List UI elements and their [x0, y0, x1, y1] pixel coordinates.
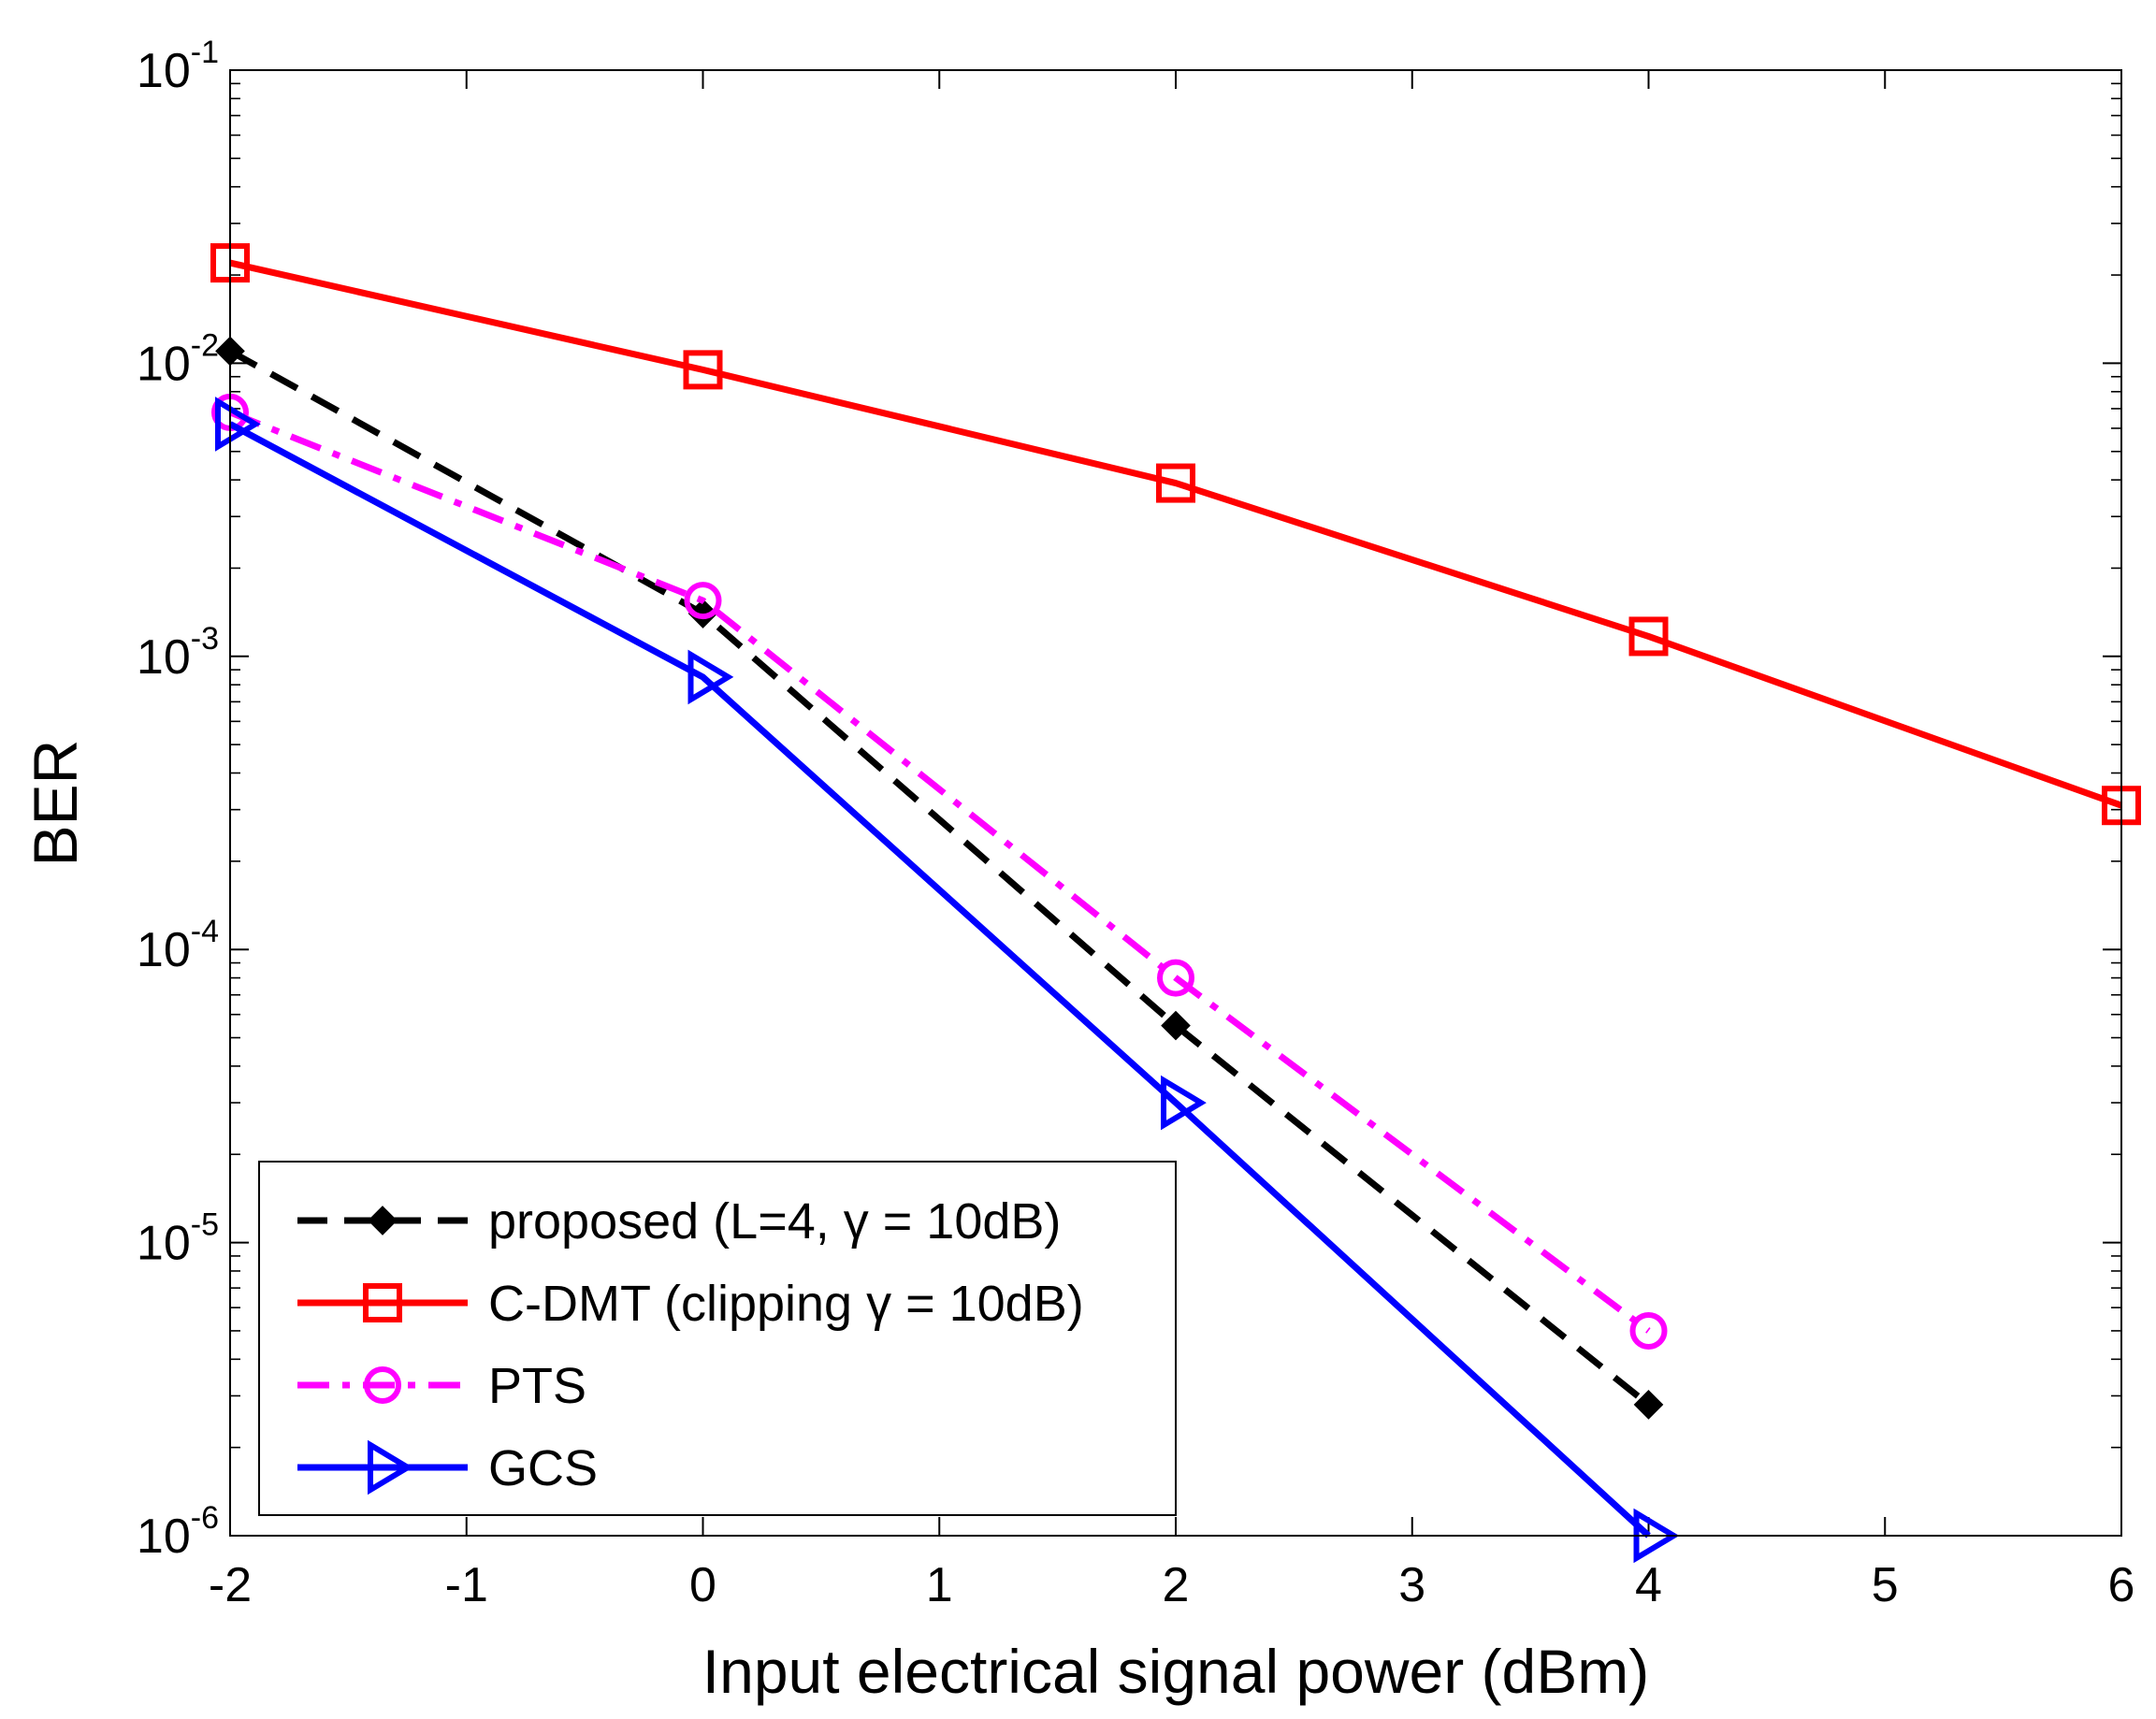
y-axis-label: BER: [21, 740, 90, 867]
x-tick-label: -2: [209, 1558, 252, 1612]
series-line: [229, 259, 2123, 809]
data-point: [684, 582, 722, 620]
x-tick-label: 4: [1635, 1558, 1662, 1612]
x-tick-label: 3: [1398, 1558, 1425, 1612]
y-tick-label: 10-4: [137, 914, 219, 977]
data-point: [1629, 1311, 1668, 1350]
x-tick-label: 1: [926, 1558, 953, 1612]
legend-label: GCS: [488, 1440, 598, 1496]
legend-entry: C-DMT (clipping γ = 10dB): [297, 1276, 1084, 1332]
legend-entry: PTS: [297, 1358, 586, 1414]
legend: proposed (L=4, γ = 10dB) C-DMT (clipping …: [258, 1161, 1177, 1516]
plot-frame: [229, 69, 2122, 1537]
series-layer: [210, 243, 2141, 1564]
legend-label: PTS: [488, 1358, 586, 1414]
data-point: [1157, 959, 1194, 997]
data-point: [1161, 1075, 1207, 1131]
data-point: [1633, 1390, 1664, 1420]
legend-entry: GCS: [297, 1439, 598, 1496]
x-tick-label: 5: [1872, 1558, 1899, 1612]
data-point: [1161, 1010, 1191, 1041]
legend-entry: proposed (L=4, γ = 10dB): [297, 1193, 1061, 1250]
x-tick-label: 6: [2108, 1558, 2135, 1612]
data-point: [683, 350, 723, 390]
data-point: [687, 649, 734, 705]
y-tick-label: 10-1: [137, 35, 219, 98]
y-tick-label: 10-2: [137, 327, 219, 391]
legend-marker: [368, 1206, 398, 1235]
x-tick-label: -1: [445, 1558, 488, 1612]
legend-marker: [364, 1366, 401, 1404]
x-tick-label: 0: [689, 1558, 716, 1612]
data-point: [687, 599, 718, 628]
series-line: [228, 421, 1651, 1538]
data-point: [1156, 463, 1195, 503]
y-tick-label: 10-5: [137, 1207, 219, 1271]
x-axis-label: Input electrical signal power (dBm): [702, 1637, 1649, 1706]
legend-marker: [368, 1439, 413, 1495]
series-1: [215, 336, 1664, 1420]
legend-marker: [363, 1283, 402, 1322]
x-tick-label: 2: [1163, 1558, 1190, 1612]
legend-label: proposed (L=4, γ = 10dB): [488, 1193, 1061, 1250]
data-point: [1628, 616, 1669, 657]
series-line: [228, 348, 1651, 1408]
y-tick-label: 10-6: [137, 1500, 219, 1564]
legend-label: C-DMT (clipping γ = 10dB): [488, 1276, 1084, 1332]
data-point: [215, 397, 261, 452]
y-tick-label: 10-3: [137, 621, 219, 685]
tick-labels: -2 -1 0 1 2 3 4 5 6 10-1 10-2 10-3 10-4 10-5 10-6: [137, 35, 2135, 1612]
series-line: [228, 409, 1651, 1334]
